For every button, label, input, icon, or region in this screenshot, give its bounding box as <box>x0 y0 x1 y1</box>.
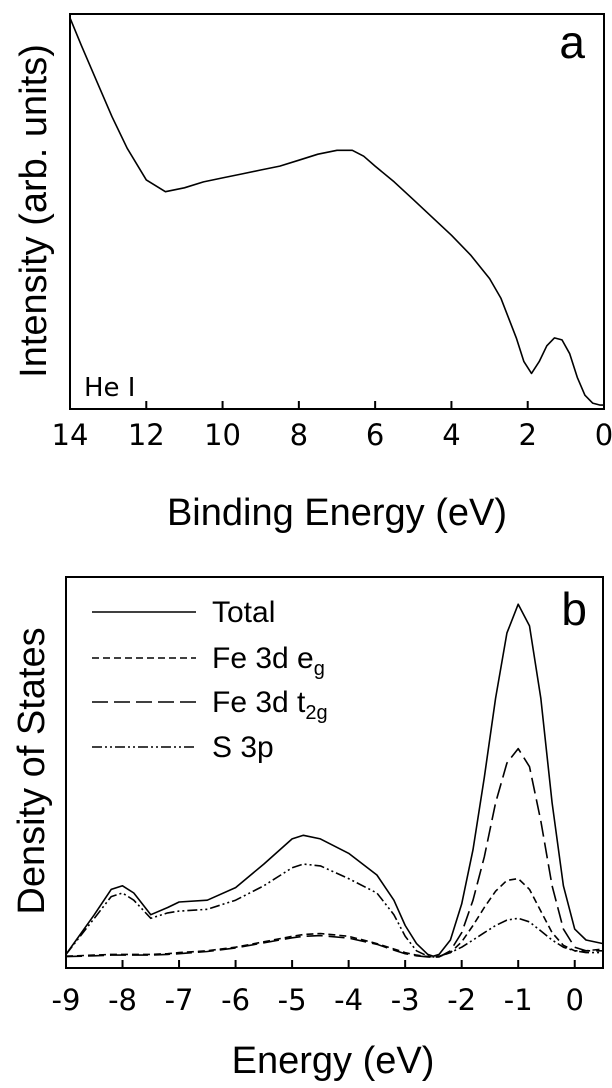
panel-b-frame <box>65 576 604 969</box>
panel-a-y-axis-label: Intensity (arb. units) <box>13 44 55 378</box>
panel-b-legend: Total Fe 3d eg Fe 3d t2g S 3p <box>92 596 328 764</box>
panel-b-x-tick-label: -9 <box>52 983 81 1017</box>
panel-b-label: b <box>561 583 587 635</box>
panel-b-x-ticks: -9 -8 -7 -6 -5 -4 -3 -2 -1 0 <box>52 960 584 1017</box>
panel-b-x-tick-label: -5 <box>278 983 307 1017</box>
legend-label: Fe 3d eg <box>212 642 325 680</box>
panel-b-x-tick-label: 0 <box>566 983 584 1017</box>
panel-b-x-tick-label: -1 <box>504 983 533 1017</box>
panel-b-series-line-1 <box>65 877 604 958</box>
panel-a-x-ticks: 14 12 10 8 6 4 2 0 <box>52 401 612 452</box>
panel-b-x-axis-label: Energy (eV) <box>232 1040 435 1082</box>
panel-b-plot-area <box>65 603 604 959</box>
panel-a-x-tick-label: 4 <box>442 418 460 452</box>
legend-label: Fe 3d t2g <box>212 686 328 724</box>
panel-a-spectrum-line <box>69 17 604 406</box>
panel-a-x-tick-label: 0 <box>595 418 612 452</box>
panel-a-plot-area <box>69 17 604 406</box>
panel-b-x-tick-label: -4 <box>334 983 363 1017</box>
panel-b-series-line-3 <box>65 863 603 958</box>
panel-b-x-tick-label: -6 <box>221 983 250 1017</box>
panel-b: -9 -8 -7 -6 -5 -4 -3 -2 -1 0 b Total Fe 3d eg Fe 3d… <box>11 576 604 1082</box>
panel-b-x-tick-label: -2 <box>447 983 476 1017</box>
panel-a-x-tick-label: 6 <box>366 418 384 452</box>
panel-a-x-tick-label: 8 <box>290 418 308 452</box>
panel-a-x-tick-label: 10 <box>204 418 241 452</box>
panel-a-annotation: He I <box>84 373 135 403</box>
panel-a-x-tick-label: 12 <box>128 418 165 452</box>
panel-b-y-axis-label: Density of States <box>11 627 53 914</box>
panel-b-x-tick-label: -8 <box>108 983 137 1017</box>
panel-a: 14 12 10 8 6 4 2 0 a He I Binding Energy (eV) I… <box>13 13 612 534</box>
panel-a-x-axis-label: Binding Energy (eV) <box>167 492 507 534</box>
panel-a-frame <box>69 13 605 410</box>
panel-a-x-tick-label: 2 <box>518 418 536 452</box>
panel-a-label: a <box>559 16 585 68</box>
panel-b-series-line-2 <box>65 747 603 959</box>
legend-label: Total <box>212 596 275 629</box>
panel-b-x-tick-label: -3 <box>391 983 420 1017</box>
legend-label: S 3p <box>212 731 274 764</box>
panel-a-x-tick-label: 14 <box>52 418 89 452</box>
panel-b-series-line-0 <box>65 603 604 957</box>
panel-b-x-tick-label: -7 <box>165 983 194 1017</box>
